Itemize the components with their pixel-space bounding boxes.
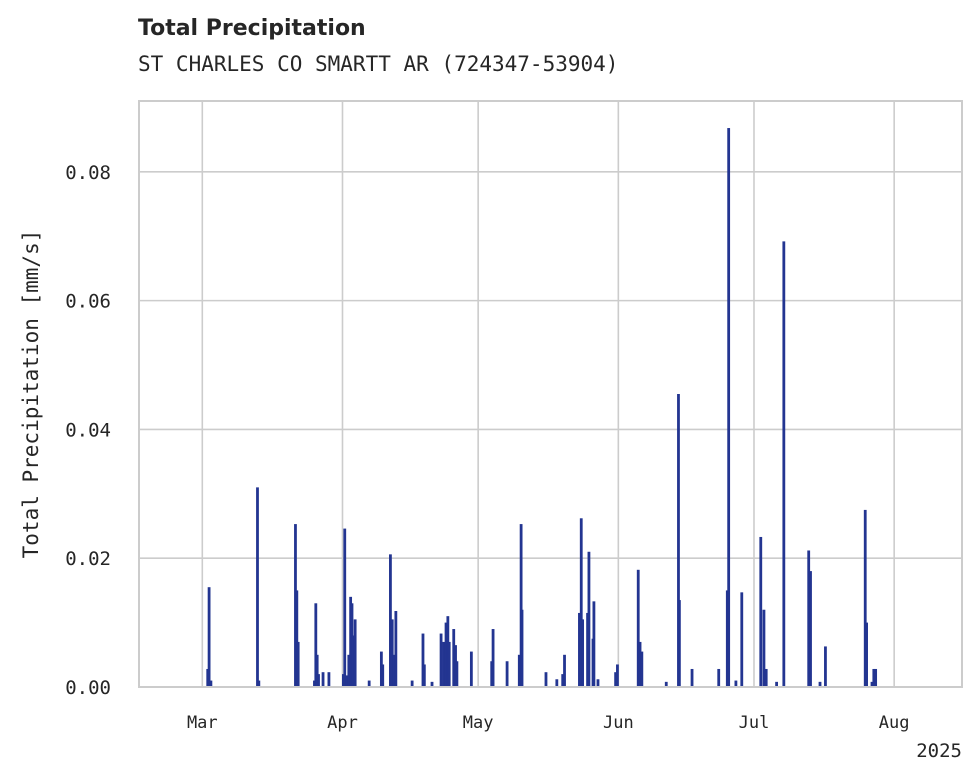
y-axis-label: Total Precipitation [mm/s] bbox=[19, 230, 43, 559]
precip-bar bbox=[367, 680, 371, 687]
precip-bar bbox=[578, 612, 581, 687]
x-tick-label: Apr bbox=[327, 713, 358, 733]
precip-bar bbox=[256, 487, 259, 687]
x-tick-label: Jun bbox=[603, 713, 634, 733]
precip-bar bbox=[207, 587, 211, 687]
precip-bar bbox=[734, 680, 738, 687]
precip-bar bbox=[343, 528, 347, 687]
plot-frame bbox=[138, 100, 963, 688]
precip-bar bbox=[381, 664, 385, 687]
precip-bar bbox=[764, 668, 768, 687]
precip-bar bbox=[636, 569, 640, 687]
precip-bar bbox=[345, 675, 349, 687]
y-tick-label: 0.00 bbox=[65, 677, 111, 699]
precip-bar bbox=[314, 603, 318, 687]
precip-bar bbox=[209, 680, 213, 687]
precip-bar bbox=[640, 651, 644, 687]
precip-bar bbox=[614, 672, 618, 687]
precip-bar bbox=[447, 641, 451, 687]
year-label: 2025 bbox=[916, 740, 962, 762]
precip-bar bbox=[664, 681, 668, 687]
x-tick-label: Aug bbox=[879, 713, 910, 733]
x-tick-label: May bbox=[463, 713, 494, 733]
precip-bar bbox=[491, 629, 495, 687]
precip-bar bbox=[818, 681, 822, 687]
precip-bar bbox=[592, 601, 596, 687]
precip-bar bbox=[455, 661, 459, 687]
precip-bar bbox=[555, 679, 559, 687]
precip-bar bbox=[505, 661, 509, 687]
precip-bar bbox=[519, 524, 523, 687]
precip-bar bbox=[439, 633, 443, 687]
precip-bar bbox=[677, 600, 681, 687]
precip-bar bbox=[544, 672, 548, 687]
precip-bar bbox=[389, 554, 392, 687]
precip-bar bbox=[870, 681, 874, 687]
precip-bar bbox=[717, 668, 721, 687]
precip-bar bbox=[863, 509, 867, 687]
precip-bar bbox=[727, 128, 731, 688]
precip-bar bbox=[579, 518, 583, 687]
precip-bar bbox=[824, 646, 827, 687]
precip-bar bbox=[430, 681, 434, 687]
precip-bar bbox=[616, 664, 619, 687]
chart-title: Total Precipitation bbox=[138, 16, 366, 41]
precip-bar bbox=[690, 668, 694, 687]
precip-bar bbox=[295, 590, 299, 687]
precip-bar bbox=[442, 641, 446, 687]
precip-bar bbox=[596, 679, 600, 687]
precip-bar bbox=[517, 654, 521, 687]
precip-bar bbox=[581, 619, 585, 687]
precip-bar bbox=[807, 550, 811, 687]
y-tick-labels: 0.00 0.02 0.04 0.06 0.08 bbox=[65, 162, 111, 699]
chart-subtitle: ST CHARLES CO SMARTT AR (724347-53904) bbox=[138, 52, 619, 76]
precip-bar bbox=[587, 551, 591, 687]
y-tick-label: 0.08 bbox=[65, 162, 111, 184]
y-tick-label: 0.02 bbox=[65, 548, 111, 570]
precip-bar bbox=[315, 654, 319, 687]
precip-bar bbox=[410, 680, 414, 687]
y-tick-label: 0.04 bbox=[65, 419, 111, 441]
precip-bar bbox=[865, 622, 868, 687]
precip-bar bbox=[563, 654, 566, 687]
precip-bar bbox=[390, 619, 394, 687]
precip-bar bbox=[296, 641, 300, 687]
grid-lines bbox=[139, 101, 962, 688]
precip-bar bbox=[740, 592, 744, 687]
precip-bar bbox=[421, 633, 425, 687]
precip-bar bbox=[317, 674, 320, 687]
precip-bar bbox=[321, 672, 325, 687]
x-tick-label: Jul bbox=[739, 713, 770, 733]
precip-bar bbox=[809, 571, 812, 687]
precip-bar bbox=[394, 611, 398, 687]
precip-bar bbox=[775, 681, 778, 687]
precip-bar bbox=[677, 394, 680, 687]
x-tick-labels: Mar Apr May Jun Jul Aug bbox=[187, 713, 910, 733]
precip-bar bbox=[520, 609, 524, 687]
precip-bar bbox=[452, 629, 456, 687]
precip-bar bbox=[444, 622, 448, 687]
precip-bar bbox=[257, 680, 261, 687]
precip-bar bbox=[782, 241, 786, 687]
precip-bar bbox=[422, 664, 426, 687]
precip-bar bbox=[469, 651, 473, 687]
bar-series bbox=[206, 128, 878, 688]
precip-bar bbox=[392, 654, 396, 687]
x-tick-label: Mar bbox=[187, 713, 218, 733]
precip-bar bbox=[874, 668, 878, 687]
y-tick-label: 0.06 bbox=[65, 291, 111, 313]
precip-bar bbox=[759, 536, 763, 687]
precip-bar bbox=[351, 635, 355, 687]
precip-bar bbox=[762, 609, 766, 687]
precip-bar bbox=[638, 641, 642, 687]
precip-bar bbox=[872, 668, 876, 687]
precip-bar bbox=[347, 654, 351, 687]
precip-bar bbox=[561, 674, 565, 687]
precip-bar bbox=[327, 672, 331, 687]
precip-bar bbox=[353, 619, 357, 687]
